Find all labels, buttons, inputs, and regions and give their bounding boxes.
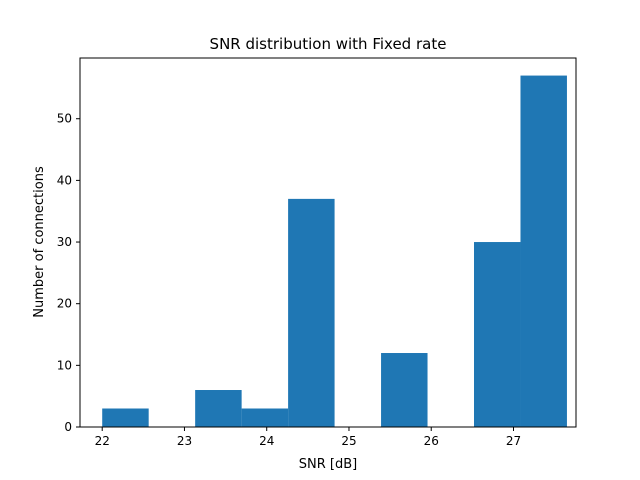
histogram-bar-8	[474, 242, 521, 427]
y-ticks-group: 0 10 20 30 40 50	[57, 112, 80, 434]
histogram-bar-2	[195, 390, 242, 427]
chart-title: SNR distribution with Fixed rate	[210, 35, 447, 53]
x-tick-label-1: 23	[177, 434, 192, 448]
x-axis-label: SNR [dB]	[299, 457, 357, 472]
y-tick-label-1: 10	[57, 358, 72, 372]
plot-area-frame	[79, 57, 577, 428]
y-tick-label-2: 20	[57, 297, 72, 311]
bars-group	[102, 75, 567, 428]
y-tick-label-5: 50	[57, 112, 72, 126]
y-tick-label-4: 40	[57, 173, 72, 187]
histogram-bar-6	[381, 353, 428, 427]
x-tick-label-0: 22	[95, 434, 110, 448]
histogram-bar-0	[102, 408, 149, 427]
x-tick-label-2: 24	[259, 434, 274, 448]
y-tick-label-0: 0	[64, 420, 72, 434]
histogram-bar-3	[241, 408, 289, 427]
y-tick-label-3: 30	[57, 235, 72, 249]
x-tick-label-4: 26	[424, 434, 439, 448]
x-tick-label-3: 25	[341, 434, 356, 448]
histogram-bar-4	[288, 198, 335, 427]
x-tick-label-5: 27	[506, 434, 521, 448]
x-ticks-group: 22 23 24 25 26 27	[95, 427, 521, 448]
histogram-bar-9	[520, 75, 567, 428]
y-axis-label: Number of connections	[32, 166, 47, 318]
